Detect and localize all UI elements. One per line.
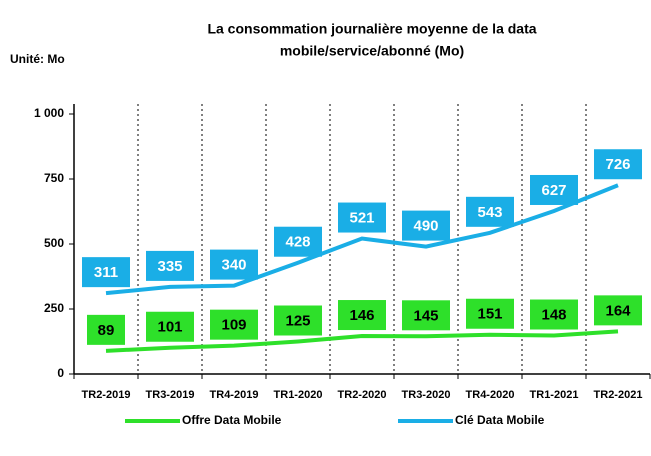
- label-box: [402, 210, 450, 241]
- x-tick-label: TR2-2019: [82, 389, 131, 401]
- data-label: 164: [605, 302, 631, 319]
- y-tick-label: 250: [44, 301, 64, 315]
- y-tick-label: 750: [44, 171, 64, 185]
- chart-title: mobile/service/abonné (Mo): [280, 43, 464, 59]
- data-label: 145: [413, 307, 438, 324]
- data-label: 543: [477, 204, 502, 221]
- label-box: [594, 149, 642, 180]
- label-box: [146, 250, 194, 281]
- label-box: [338, 202, 386, 233]
- x-tick-label: TR3-2020: [402, 389, 451, 401]
- data-label: 726: [605, 156, 630, 173]
- label-box: [87, 314, 125, 345]
- series-line: [105, 329, 619, 353]
- series-line: [105, 183, 619, 296]
- data-label: 428: [285, 234, 310, 251]
- label-box: [146, 311, 194, 342]
- data-label: 89: [98, 322, 115, 339]
- data-label: 109: [221, 317, 246, 334]
- data-label: 148: [541, 306, 566, 323]
- label-box: [530, 299, 578, 330]
- x-tick-label: TR4-2020: [466, 389, 515, 401]
- data-label: 151: [477, 306, 502, 323]
- legend-label: Clé Data Mobile: [455, 413, 545, 427]
- x-tick-label: TR3-2019: [146, 389, 195, 401]
- legend-label: Offre Data Mobile: [182, 413, 282, 427]
- y-tick-label: 0: [57, 366, 64, 380]
- label-box: [402, 300, 450, 331]
- chart-title: La consommation journalière moyenne de l…: [207, 21, 536, 37]
- x-tick-label: TR2-2021: [594, 389, 643, 401]
- data-label: 146: [349, 307, 374, 324]
- label-box: [338, 300, 386, 331]
- y-tick-label: 500: [44, 236, 64, 250]
- data-label: 490: [413, 218, 438, 235]
- label-box: [530, 174, 578, 205]
- data-label: 521: [349, 210, 374, 227]
- data-label: 340: [221, 257, 246, 274]
- label-box: [210, 309, 258, 340]
- label-box: [210, 249, 258, 280]
- data-label: 125: [285, 312, 310, 329]
- x-tick-label: TR1-2021: [530, 389, 579, 401]
- label-box: [274, 226, 322, 257]
- data-label: 101: [157, 319, 182, 336]
- data-label: 311: [94, 264, 118, 281]
- unit-label: Unité: Mo: [10, 52, 65, 66]
- label-box: [466, 196, 514, 227]
- y-tick-label: 1 000: [34, 106, 64, 120]
- x-tick-label: TR1-2020: [274, 389, 323, 401]
- label-box: [82, 257, 130, 288]
- label-box: [466, 298, 514, 329]
- data-label: 335: [157, 258, 182, 275]
- data-label: 627: [541, 182, 566, 199]
- x-tick-label: TR4-2019: [210, 389, 259, 401]
- label-box: [274, 305, 322, 336]
- x-tick-label: TR2-2020: [338, 389, 387, 401]
- label-box: [594, 295, 642, 326]
